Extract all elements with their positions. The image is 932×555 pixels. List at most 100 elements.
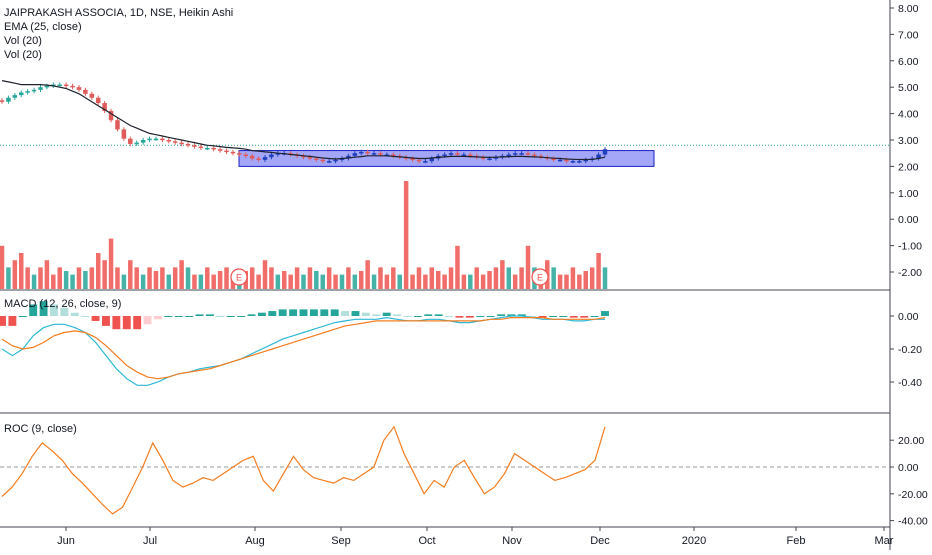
volume-bar bbox=[95, 253, 101, 289]
candle-body bbox=[532, 154, 537, 157]
earnings-marker-label: E bbox=[236, 273, 242, 283]
volume-bar bbox=[512, 274, 518, 289]
volume-bar bbox=[493, 267, 499, 289]
candle-body bbox=[346, 155, 351, 159]
volume-bar bbox=[301, 274, 306, 289]
macd-histogram-bar bbox=[538, 316, 547, 318]
candle-body bbox=[429, 158, 435, 162]
candle-body bbox=[519, 153, 524, 155]
roc-tick-label: 20.00 bbox=[898, 435, 924, 447]
macd-histogram-bar bbox=[153, 316, 162, 320]
volume-bar bbox=[269, 267, 274, 289]
price-tick-label: 7.00 bbox=[898, 29, 919, 41]
price-tick-label: 1.00 bbox=[898, 188, 919, 200]
macd-histogram-bar bbox=[299, 309, 308, 316]
volume-bar bbox=[185, 267, 191, 289]
volume-bar bbox=[378, 267, 383, 289]
macd-histogram-bar bbox=[361, 312, 370, 316]
macd-histogram-bar bbox=[122, 316, 131, 330]
macd-histogram-bar bbox=[257, 312, 266, 316]
macd-tick-label: -0.20 bbox=[898, 344, 922, 356]
volume-bar bbox=[480, 274, 486, 289]
macd-histogram-bar bbox=[133, 316, 142, 330]
candle-body bbox=[461, 154, 467, 157]
volume-bar bbox=[31, 274, 37, 289]
macd-histogram-bar bbox=[102, 316, 110, 326]
volume-bar bbox=[410, 274, 415, 289]
volume-bar bbox=[288, 274, 293, 289]
volume-bar bbox=[102, 260, 107, 289]
volume-bar bbox=[115, 267, 120, 289]
macd-histogram-bar bbox=[70, 312, 79, 316]
macd-histogram-bar bbox=[330, 309, 339, 316]
macd-histogram-bar bbox=[247, 314, 256, 316]
candle-body bbox=[538, 155, 544, 158]
volume-bar bbox=[442, 274, 447, 289]
volume-bar bbox=[108, 238, 114, 289]
macd-histogram-bar bbox=[320, 309, 329, 316]
macd-histogram-bar bbox=[341, 311, 350, 316]
macd-histogram-bar bbox=[351, 311, 360, 316]
legend-macd-label[interactable]: MACD (12, 26, close, 9) bbox=[4, 298, 122, 310]
volume-bar bbox=[172, 267, 178, 289]
macd-signal-line bbox=[1, 317, 606, 380]
volume-bar bbox=[397, 274, 402, 289]
candle-body bbox=[442, 154, 447, 157]
volume-bar bbox=[6, 267, 11, 289]
candle-body bbox=[564, 159, 569, 162]
candle-body bbox=[108, 110, 114, 121]
volume-bar bbox=[153, 271, 159, 289]
volume-bar bbox=[282, 271, 287, 289]
macd-histogram-bar bbox=[268, 311, 277, 316]
macd-histogram-bar bbox=[112, 316, 121, 330]
candle-body bbox=[423, 161, 428, 163]
macd-histogram-bar bbox=[185, 316, 194, 317]
macd-histogram-bar bbox=[497, 314, 505, 316]
legend-roc-label[interactable]: ROC (9, close) bbox=[4, 423, 77, 435]
volume-bar bbox=[249, 267, 255, 289]
time-tick-label: Nov bbox=[502, 535, 522, 547]
candle-body bbox=[557, 159, 563, 162]
candle-body bbox=[230, 151, 236, 154]
candle-body bbox=[115, 120, 120, 130]
volume-bar bbox=[435, 271, 441, 289]
candle-body bbox=[314, 158, 319, 160]
volume-bar bbox=[217, 271, 223, 289]
volume-bar bbox=[525, 245, 531, 289]
time-tick-label: Oct bbox=[418, 535, 435, 547]
price-tick-label: 0.00 bbox=[898, 214, 919, 226]
macd-histogram-bar bbox=[91, 316, 100, 321]
volume-bar bbox=[326, 267, 332, 289]
volume-bar bbox=[89, 267, 95, 289]
volume-bar bbox=[384, 274, 390, 289]
legend-symbol[interactable]: JAIPRAKASH ASSOCIA, 1D, NSE, Heikin Ashi bbox=[4, 7, 234, 19]
macd-histogram-bar bbox=[517, 314, 526, 316]
candle-body bbox=[95, 97, 101, 104]
volume-bar bbox=[583, 271, 589, 289]
macd-histogram-bar bbox=[413, 316, 422, 317]
candle-body bbox=[243, 154, 249, 157]
macd-histogram-bar bbox=[393, 314, 402, 316]
legend-vol-2[interactable]: Vol (20) bbox=[4, 49, 42, 61]
volume-bar bbox=[314, 271, 319, 289]
volume-bar bbox=[63, 271, 69, 289]
time-tick-label: Sep bbox=[331, 535, 351, 547]
volume-bar bbox=[179, 260, 184, 289]
volume-bar bbox=[57, 267, 62, 289]
volume-bar bbox=[121, 274, 127, 289]
candle-body bbox=[583, 159, 589, 162]
macd-histogram-bar bbox=[81, 316, 90, 317]
price-tick-label: 4.00 bbox=[898, 109, 919, 121]
candle-body bbox=[0, 100, 5, 102]
legend-ema[interactable]: EMA (25, close) bbox=[4, 21, 82, 33]
candle-body bbox=[365, 151, 370, 154]
legend-vol-1[interactable]: Vol (20) bbox=[4, 35, 42, 47]
macd-histogram-bar bbox=[8, 316, 17, 326]
candle-body bbox=[391, 154, 396, 157]
volume-bar bbox=[455, 245, 460, 289]
candle-body bbox=[480, 157, 486, 159]
volume-bar bbox=[128, 260, 133, 289]
candle-body bbox=[249, 155, 255, 159]
